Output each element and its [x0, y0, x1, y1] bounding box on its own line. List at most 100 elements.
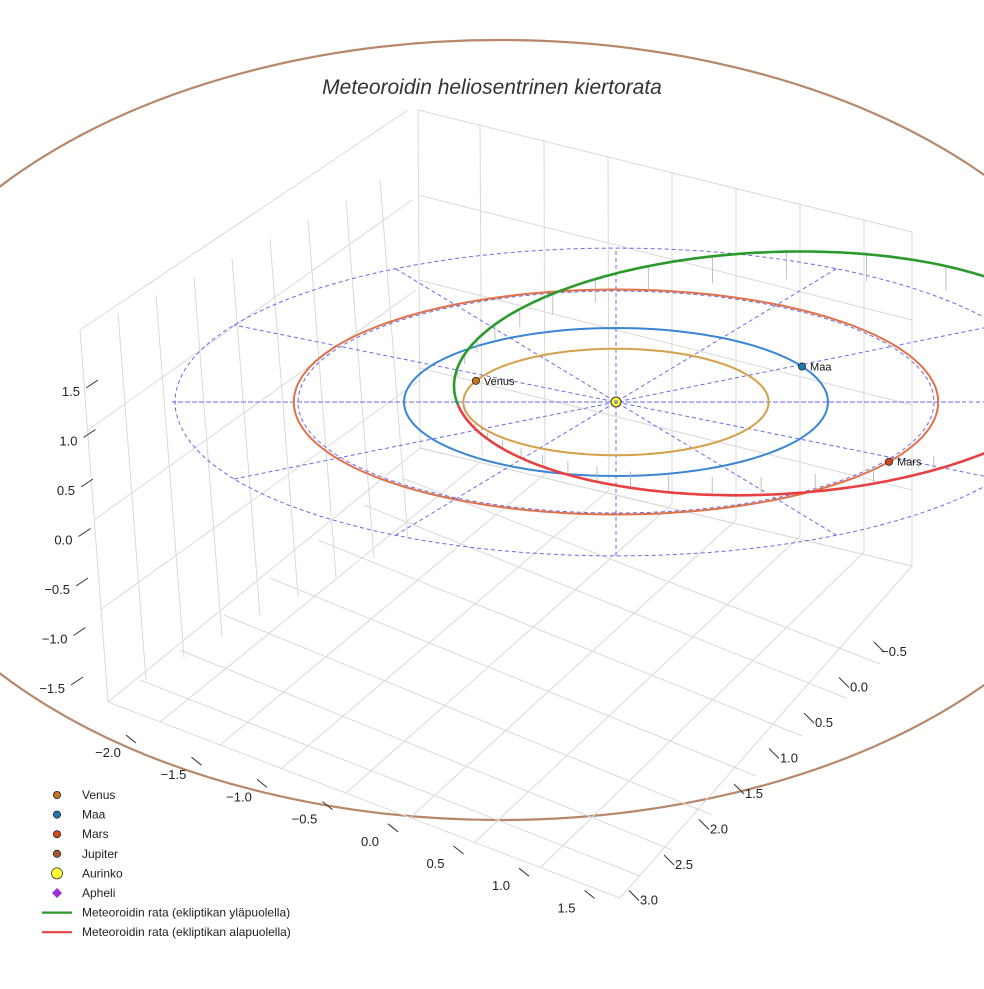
grid-line [307, 219, 337, 578]
y-tick-label: 3.0 [640, 893, 658, 908]
y-tick-label: 0.0 [850, 680, 868, 695]
x-tick [584, 890, 595, 899]
legend-label: Venus [82, 788, 115, 802]
x-tick-label: 0.5 [426, 856, 444, 871]
grid-line [543, 139, 546, 475]
axis-ticks-layer: 1.5 1.0 0.5 0.0 −0.5 −1.0 −1.5 −2.0 −1.5 −1.0 −0.5… [39, 379, 907, 915]
x-tick [191, 756, 202, 766]
x-tick-label: 1.0 [492, 878, 510, 893]
x-tick [518, 867, 530, 877]
marker-mars [885, 457, 894, 466]
legend-marker [51, 867, 63, 880]
legend-label: Mars [82, 827, 109, 841]
legend-label: Maa [82, 808, 106, 822]
reference-spoke [395, 268, 837, 536]
reference-spoke [234, 327, 984, 480]
y-tick [663, 854, 675, 866]
markers-layer: Venus Maa Mars [471, 362, 922, 469]
marker-venus [471, 376, 480, 385]
z-tick [80, 478, 94, 488]
grid-line [79, 109, 409, 331]
grid-line [179, 649, 673, 851]
meteoroid-orbit-below [473, 427, 984, 497]
grid-line [107, 447, 421, 703]
y-tick [698, 819, 710, 830]
z-tick-label: 1.5 [62, 384, 80, 399]
z-tick [83, 429, 96, 438]
sun-core [614, 400, 618, 404]
z-tick-label: −1.5 [39, 681, 65, 696]
z-tick-label: −0.5 [44, 582, 70, 597]
label-maa: Maa [810, 362, 832, 374]
grid-line [79, 329, 109, 703]
y-tick [733, 783, 745, 795]
x-tick [125, 734, 137, 744]
y-tick [838, 677, 850, 688]
reference-spoke [395, 268, 837, 536]
y-tick [803, 712, 815, 724]
grid-line [619, 565, 913, 899]
grid-line [93, 289, 417, 521]
planet-orbits-layer [292, 288, 940, 516]
y-tick-label: 2.5 [675, 857, 693, 872]
y-tick [628, 890, 640, 901]
x-tick-label: −2.0 [95, 745, 121, 760]
z-tick-label: 0.5 [57, 483, 75, 498]
grid-line [419, 367, 913, 491]
y-tick-label: 1.0 [780, 751, 798, 766]
y-tick-label: 1.5 [745, 786, 763, 801]
z-tick-label: 1.0 [59, 434, 77, 449]
x-tick-label: 1.5 [557, 900, 575, 915]
legend-label: Meteoroidin rata (ekliptikan yläpuolella… [82, 906, 290, 920]
grid-line [281, 489, 610, 769]
legend-marker [52, 888, 62, 898]
grid-line [401, 477, 881, 665]
marker-maa [798, 362, 807, 371]
grid-line [223, 614, 713, 816]
z-tick [78, 528, 91, 537]
z-tick [85, 379, 99, 389]
legend-label: Jupiter [82, 847, 118, 861]
legend-marker [53, 810, 62, 819]
grid-line [87, 199, 413, 431]
grid-line [269, 577, 757, 777]
z-tick [70, 676, 84, 686]
grid-line [419, 447, 913, 567]
grid-line [155, 294, 185, 658]
legend-label: Meteoroidin rata (ekliptikan alapuolella… [82, 925, 291, 939]
grid-line [117, 312, 147, 681]
y-tick-label: 2.0 [710, 822, 728, 837]
grid-line [539, 551, 865, 869]
orbit-mars [292, 288, 940, 516]
z-tick [73, 627, 86, 636]
y-tick [768, 748, 780, 759]
x-tick-label: −1.0 [226, 789, 252, 804]
z-tick-label: 0.0 [54, 533, 72, 548]
jupiter-orbit-layer [0, 39, 984, 821]
grid-line [317, 539, 803, 737]
y-tick [873, 641, 885, 653]
z-tick [75, 577, 89, 587]
grid-line [409, 519, 737, 819]
reference-spoke [234, 324, 984, 477]
meteoroid-orbit-above [452, 250, 984, 406]
meteoroid-orbit-below [456, 404, 476, 430]
grid-line [417, 109, 913, 233]
x-tick [453, 845, 464, 855]
x-tick-label: −0.5 [292, 812, 318, 827]
legend: Venus Maa Mars Jupiter Aurinko Apheli Meteoroi… [42, 788, 291, 939]
legend-label: Apheli [82, 886, 115, 900]
grid-line [99, 379, 421, 611]
y-tick-label: 0.5 [815, 715, 833, 730]
orbit-maa [402, 326, 829, 478]
legend-marker [53, 830, 62, 839]
grid-line [159, 461, 481, 723]
label-venus: Venus [484, 376, 515, 388]
grid-line [231, 257, 261, 617]
jupiter-orbit [0, 39, 984, 821]
grid-layer [79, 109, 913, 899]
x-tick [387, 823, 399, 833]
grid-line [269, 238, 299, 597]
